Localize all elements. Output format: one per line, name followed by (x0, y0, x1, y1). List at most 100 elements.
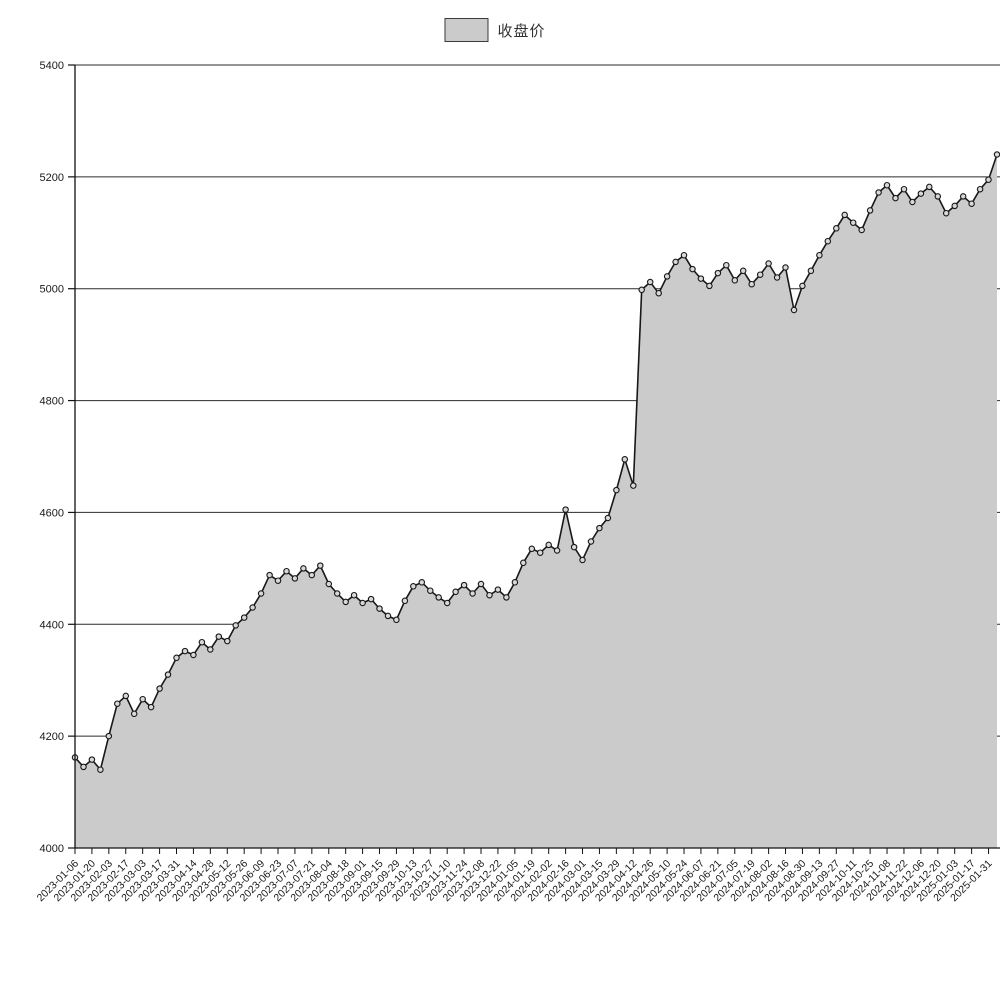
data-point-marker (646, 278, 654, 286)
data-point-marker (88, 756, 96, 763)
data-point-marker (114, 700, 121, 707)
data-point-marker (968, 200, 975, 207)
data-point-marker (283, 567, 290, 575)
data-point-marker (587, 538, 595, 545)
data-point-marker (951, 202, 958, 210)
data-point-marker (663, 273, 671, 280)
data-point-marker (240, 614, 248, 621)
data-point-marker (393, 616, 400, 624)
data-point-marker (215, 633, 223, 640)
data-point-marker (621, 456, 629, 463)
data-point-marker (257, 590, 265, 597)
data-point-marker (604, 514, 612, 522)
data-point-marker (909, 198, 916, 206)
data-point-marker (756, 271, 764, 278)
data-point-marker (435, 594, 442, 601)
data-point-marker (773, 274, 781, 281)
data-point-marker (266, 571, 273, 579)
data-point-marker (139, 695, 146, 703)
data-point-marker (892, 194, 899, 202)
data-point-marker (993, 151, 1000, 158)
data-point-marker (545, 541, 552, 549)
y-tick-label: 4200 (40, 731, 64, 743)
data-point-marker (224, 637, 231, 645)
data-point-marker (460, 581, 468, 589)
data-point-marker (706, 282, 713, 290)
data-point-marker (452, 588, 459, 596)
data-point-marker (350, 591, 358, 599)
data-point-marker (883, 181, 891, 189)
data-point-marker (638, 286, 645, 294)
data-point-marker (680, 251, 688, 259)
data-point-marker (80, 763, 87, 771)
data-point-marker (807, 267, 815, 275)
data-point-marker (934, 193, 942, 200)
data-point-marker (122, 692, 130, 700)
data-point-marker (959, 193, 967, 200)
data-point-marker (858, 226, 865, 234)
data-point-marker (418, 579, 426, 586)
data-point-marker (816, 251, 823, 259)
data-point-marker (130, 710, 138, 718)
data-point-marker (866, 207, 874, 214)
data-point-marker (342, 598, 349, 606)
data-point-marker (875, 189, 882, 196)
data-point-marker (697, 275, 705, 282)
data-point-marker (410, 583, 417, 590)
data-point-marker (503, 594, 510, 601)
data-point-marker (630, 482, 637, 489)
data-point-marker (164, 671, 172, 678)
data-point-marker (367, 595, 375, 603)
data-point-marker (376, 605, 383, 612)
data-point-marker (325, 580, 333, 588)
data-point-marker (291, 575, 299, 582)
data-point-marker (596, 524, 603, 532)
data-point-marker (443, 599, 451, 607)
data-point-marker (689, 265, 696, 273)
data-point-marker (570, 543, 578, 551)
data-point-marker (553, 547, 561, 554)
data-point-marker (97, 766, 104, 773)
y-tick-label: 5000 (40, 284, 64, 296)
data-point-marker (528, 545, 536, 553)
chart-legend[interactable]: 收盘价 (444, 18, 545, 42)
data-point-marker (748, 280, 755, 288)
y-tick-label: 4400 (40, 619, 64, 631)
data-point-marker (207, 646, 214, 653)
data-point-marker (782, 264, 789, 271)
data-point-marker (156, 685, 163, 692)
data-point-marker (308, 571, 316, 579)
data-point-marker (427, 587, 434, 594)
data-point-marker (317, 562, 324, 569)
data-point-marker (799, 282, 806, 290)
data-point-marker (985, 176, 992, 183)
data-point-marker (477, 580, 485, 588)
data-point-marker (942, 209, 950, 217)
data-point-marker (494, 586, 502, 593)
y-tick-label: 5200 (40, 172, 64, 184)
data-point-marker (147, 703, 155, 711)
data-point-marker (765, 260, 772, 267)
data-point-marker (849, 219, 857, 226)
data-point-marker (536, 549, 544, 556)
data-point-marker (333, 590, 341, 597)
data-point-marker (613, 486, 620, 494)
data-point-marker (672, 258, 679, 266)
data-point-marker (181, 647, 189, 655)
data-point-marker (731, 277, 739, 284)
data-point-marker (469, 590, 476, 597)
data-point-marker (723, 261, 730, 269)
data-point-marker (739, 267, 747, 275)
data-point-marker (520, 559, 527, 567)
data-point-marker (714, 269, 722, 277)
data-point-marker (359, 599, 366, 607)
data-point-marker (655, 289, 662, 297)
data-point-marker (198, 638, 206, 646)
data-point-marker (824, 237, 832, 245)
legend-label: 收盘价 (497, 22, 546, 40)
data-point-marker (274, 577, 282, 584)
data-point-marker (401, 597, 409, 605)
data-point-marker (900, 185, 908, 193)
y-tick-label: 5400 (40, 60, 64, 72)
